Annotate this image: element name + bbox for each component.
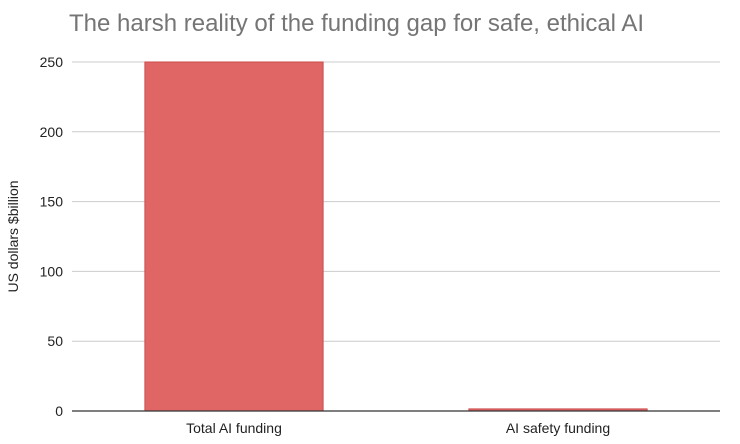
y-axis-title: US dollars $billion xyxy=(5,180,21,292)
y-tick-label: 200 xyxy=(40,124,64,140)
y-tick-label: 250 xyxy=(40,54,64,70)
y-tick-labels: 0 50 100 150 200 250 xyxy=(40,54,64,419)
x-tick-label: Total AI funding xyxy=(186,420,282,436)
y-tick-label: 100 xyxy=(40,263,64,279)
x-tick-labels: Total AI funding AI safety funding xyxy=(186,420,610,436)
y-tick-label: 0 xyxy=(55,403,63,419)
x-tick-label: AI safety funding xyxy=(506,420,610,436)
bar xyxy=(144,61,324,412)
y-tick-label: 150 xyxy=(40,194,64,210)
bars xyxy=(144,61,648,412)
chart-title: The harsh reality of the funding gap for… xyxy=(69,10,645,37)
y-tick-label: 50 xyxy=(47,333,63,349)
